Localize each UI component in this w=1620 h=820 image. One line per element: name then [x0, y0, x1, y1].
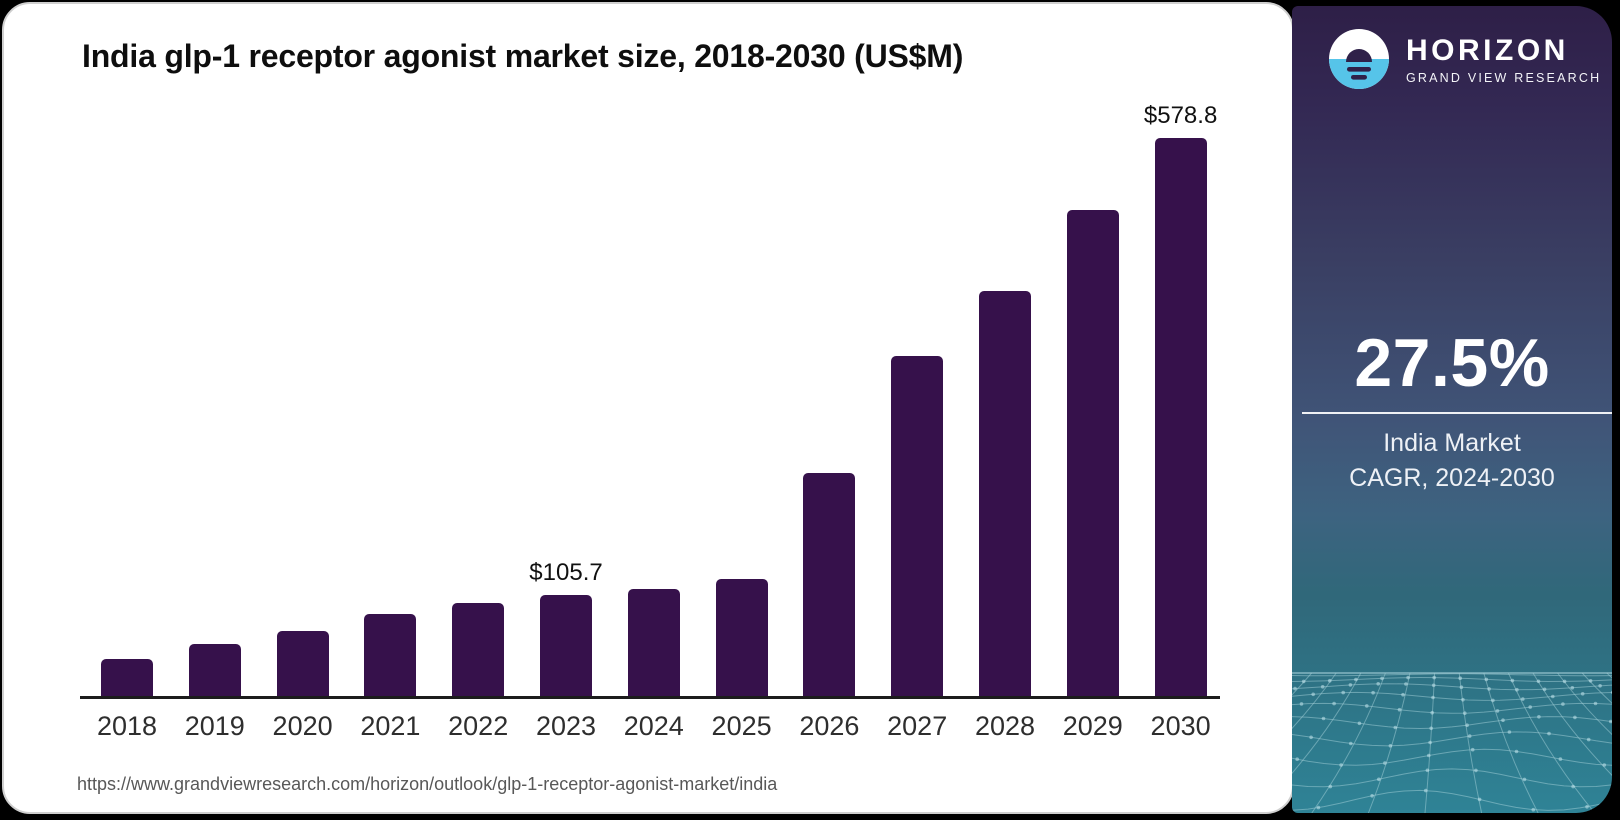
bar-value-label-2023: $105.7 — [529, 558, 603, 586]
cagr-caption-line1: India Market — [1383, 429, 1521, 457]
year-label-2026: 2026 — [799, 711, 860, 741]
cagr-caption-line2: CAGR, 2024-2030 — [1349, 464, 1555, 492]
bar-value-label-2030: $578.8 — [1143, 102, 1218, 130]
year-label-2020: 2020 — [272, 711, 333, 741]
brand-name: HORIZON — [1406, 33, 1569, 67]
bar-2022 — [452, 602, 505, 697]
x-axis-line — [80, 696, 1220, 699]
cagr-value: 27.5% — [1354, 325, 1550, 401]
brand-logo: HORIZON GRAND VIEW RESEARCH — [1328, 28, 1601, 90]
bar-2029 — [1066, 210, 1119, 697]
cagr-caption: India Market CAGR, 2024-2030 — [1292, 426, 1612, 496]
divider-line — [1302, 412, 1612, 414]
year-label-2030: 2030 — [1150, 711, 1211, 741]
bar-2018 — [101, 658, 153, 697]
year-label-2023: 2023 — [535, 711, 597, 741]
year-label-2029: 2029 — [1062, 711, 1123, 741]
year-label-2027: 2027 — [887, 711, 948, 741]
bar-2021 — [364, 613, 417, 697]
wireframe-mesh-decoration — [1292, 672, 1612, 813]
horizon-logo-icon — [1329, 29, 1389, 89]
bar-2020 — [276, 630, 329, 697]
bar-2030 — [1154, 138, 1207, 697]
brand-subtitle: GRAND VIEW RESEARCH — [1406, 70, 1602, 85]
year-label-2024: 2024 — [623, 711, 684, 741]
bar-2028 — [979, 290, 1031, 697]
year-label-2021: 2021 — [360, 711, 421, 741]
bar-2027 — [891, 355, 944, 697]
year-label-2025: 2025 — [711, 711, 772, 741]
bar-chart: 2018 2019 2020 2021 2022 2023 $105.7 2024 2025 20… — [4, 4, 1292, 812]
year-label-2022: 2022 — [448, 711, 509, 741]
source-url: https://www.grandviewresearch.com/horizo… — [77, 774, 778, 794]
year-label-2018: 2018 — [96, 711, 158, 741]
chart-card: India glp-1 receptor agonist market size… — [2, 2, 1294, 814]
bar-2019 — [188, 643, 241, 697]
year-label-2028: 2028 — [974, 711, 1036, 741]
bar-2025 — [715, 579, 768, 697]
chart-title: India glp-1 receptor agonist market size… — [82, 38, 964, 74]
bar-2023 — [540, 594, 592, 697]
bar-2026 — [803, 472, 856, 697]
bar-2024 — [627, 588, 680, 697]
brand-panel: HORIZON GRAND VIEW RESEARCH 27.5% India … — [1292, 6, 1612, 813]
year-label-2019: 2019 — [184, 711, 245, 741]
